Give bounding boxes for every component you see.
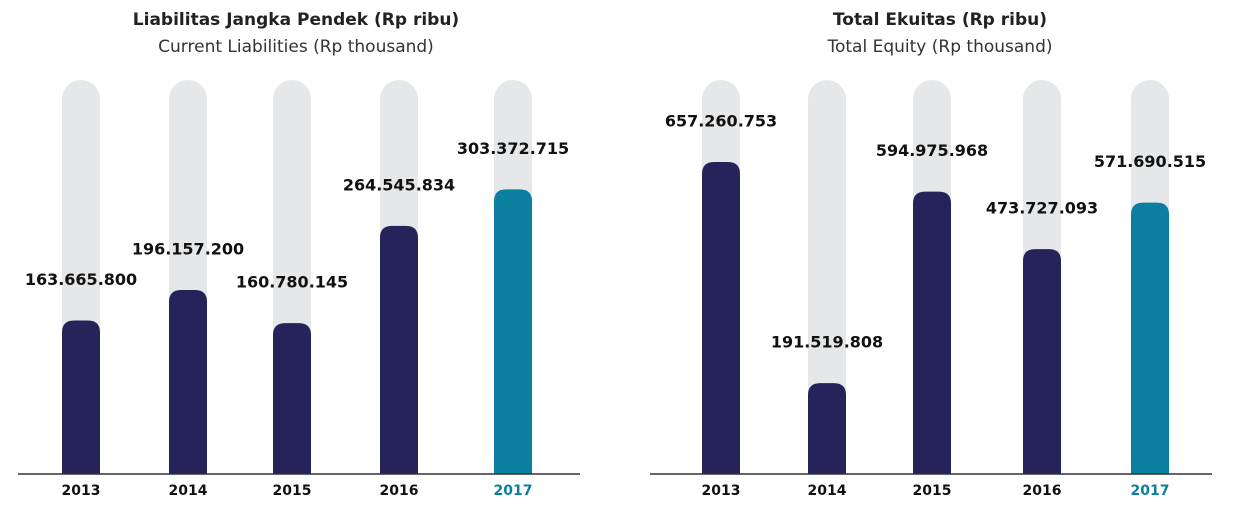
bar (62, 320, 100, 474)
bar (1023, 249, 1061, 474)
value-label: 191.519.808 (771, 333, 883, 352)
x-tick-label: 2014 (169, 483, 208, 499)
x-tick-label: 2017 (494, 483, 533, 499)
value-label: 571.690.515 (1094, 152, 1206, 171)
x-tick-label: 2013 (702, 483, 741, 499)
chart-subtitle: Total Equity (Rp thousand) (827, 37, 1053, 57)
x-tick-label: 2016 (380, 483, 419, 499)
value-label: 303.372.715 (457, 139, 569, 158)
bar (808, 383, 846, 474)
value-label: 163.665.800 (25, 270, 137, 289)
chart-title: Total Ekuitas (Rp ribu) (833, 10, 1047, 30)
value-label: 160.780.145 (236, 273, 348, 292)
bar (1131, 202, 1169, 474)
bar (702, 161, 740, 474)
bar (273, 323, 311, 474)
x-tick-label: 2015 (273, 483, 312, 499)
bar (380, 225, 418, 474)
value-label: 594.975.968 (876, 141, 988, 160)
value-label: 196.157.200 (132, 239, 244, 258)
x-tick-label: 2017 (1131, 483, 1170, 499)
bar (913, 191, 951, 475)
x-tick-label: 2014 (808, 483, 847, 499)
bar (494, 189, 532, 474)
x-tick-label: 2016 (1023, 483, 1062, 499)
bar-track (808, 80, 846, 474)
x-tick-label: 2013 (62, 483, 101, 499)
chart-subtitle: Current Liabilities (Rp thousand) (158, 37, 434, 57)
value-label: 264.545.834 (343, 175, 455, 194)
bar (169, 289, 207, 474)
x-tick-label: 2015 (913, 483, 952, 499)
value-label: 473.727.093 (986, 199, 1098, 218)
chart-title: Liabilitas Jangka Pendek (Rp ribu) (133, 10, 459, 30)
value-label: 657.260.753 (665, 111, 777, 130)
